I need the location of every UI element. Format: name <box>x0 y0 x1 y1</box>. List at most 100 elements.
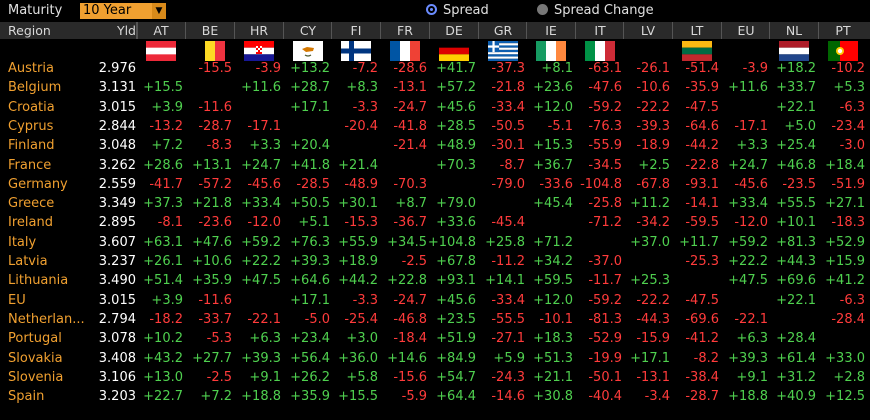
spread-cell-lv[interactable]: -26.1 <box>636 61 670 76</box>
chevron-down-icon[interactable]: ▼ <box>152 3 166 19</box>
region-name[interactable]: EU <box>8 292 26 308</box>
spread-cell-it[interactable]: -50.1 <box>588 369 622 385</box>
spread-cell-hr[interactable]: +59.2 <box>241 234 281 250</box>
spread-cell-fi[interactable]: -3.3 <box>352 99 378 115</box>
spread-cell-ie[interactable]: +12.0 <box>533 292 573 308</box>
spread-cell-lv[interactable]: -15.9 <box>636 331 670 347</box>
spread-cell-fr[interactable]: -2.5 <box>401 254 427 269</box>
spread-cell-eu[interactable]: +33.4 <box>728 196 768 212</box>
spread-cell-nl[interactable]: +61.4 <box>776 350 816 366</box>
spread-cell-at[interactable]: -41.7 <box>149 176 183 192</box>
spread-cell-fi[interactable]: -20.4 <box>344 118 378 134</box>
spread-cell-lt[interactable]: -44.2 <box>685 138 719 154</box>
spread-cell-lt[interactable]: -41.2 <box>685 331 719 347</box>
spread-cell-cy[interactable]: +17.1 <box>290 292 330 308</box>
spread-cell-cy[interactable]: +56.4 <box>290 350 330 366</box>
spread-cell-lv[interactable]: +37.0 <box>630 234 670 250</box>
column-header-lt[interactable]: LT <box>690 23 704 38</box>
spread-cell-ie[interactable]: +34.2 <box>533 254 573 269</box>
spread-cell-it[interactable]: -71.2 <box>588 215 622 231</box>
spread-cell-lt[interactable]: -47.5 <box>685 292 719 308</box>
spread-cell-cy[interactable]: -5.0 <box>304 311 330 327</box>
spread-cell-cy[interactable]: +64.6 <box>290 273 330 289</box>
spread-cell-de[interactable]: +57.2 <box>436 80 476 96</box>
spread-cell-fr[interactable]: -13.1 <box>393 80 427 96</box>
spread-cell-hr[interactable]: -3.9 <box>255 61 281 76</box>
spread-change-radio[interactable] <box>537 4 548 15</box>
spread-cell-lv[interactable]: -22.2 <box>636 292 670 308</box>
spread-cell-hr[interactable]: +22.2 <box>241 254 281 269</box>
spread-cell-fi[interactable]: +55.9 <box>338 234 378 250</box>
spread-cell-gr[interactable]: -37.3 <box>491 61 525 76</box>
spread-cell-ie[interactable]: +15.3 <box>533 138 573 154</box>
spread-cell-pt[interactable]: +12.5 <box>825 389 865 405</box>
spread-cell-pt[interactable]: -10.2 <box>831 61 865 76</box>
table-row[interactable]: Lithuania 3.490 +51.4 +35.9 +47.5 +64.6 +44.2 +… <box>0 273 870 292</box>
spread-cell-fi[interactable]: -3.3 <box>352 292 378 308</box>
spread-cell-be[interactable]: +21.8 <box>192 196 232 212</box>
spread-cell-be[interactable]: -33.7 <box>198 311 232 327</box>
spread-cell-de[interactable]: +54.7 <box>436 369 476 385</box>
spread-cell-ie[interactable]: -5.1 <box>547 118 573 134</box>
spread-cell-ie[interactable]: +71.2 <box>533 234 573 250</box>
spread-cell-cy[interactable]: +23.4 <box>290 331 330 347</box>
table-row[interactable]: EU 3.015 +3.9 -11.6 +17.1 -3.3 -24.7 +45.6 -33.4… <box>0 293 870 312</box>
spread-change-radio-label[interactable]: Spread Change <box>554 3 654 18</box>
spread-cell-be[interactable]: -8.3 <box>206 138 232 154</box>
spread-cell-fi[interactable]: -15.3 <box>344 215 378 231</box>
spread-cell-be[interactable]: +10.6 <box>192 254 232 269</box>
spread-cell-lt[interactable]: -35.9 <box>685 80 719 96</box>
spread-cell-lt[interactable]: -22.8 <box>685 157 719 173</box>
region-name[interactable]: Belgium <box>8 80 62 96</box>
region-name[interactable]: Cyprus <box>8 118 54 134</box>
spread-cell-lt[interactable]: -14.1 <box>685 196 719 212</box>
spread-cell-de[interactable]: +67.8 <box>436 254 476 269</box>
spread-cell-fr[interactable]: +8.7 <box>395 196 427 212</box>
spread-cell-eu[interactable]: -17.1 <box>734 118 768 134</box>
spread-cell-lv[interactable]: -10.6 <box>636 80 670 96</box>
spread-cell-fi[interactable]: +30.1 <box>338 196 378 212</box>
spread-cell-lv[interactable]: -18.9 <box>636 138 670 154</box>
table-row[interactable]: Austria 2.976 -15.5 -3.9 +13.2 -7.2 -28.6 +41.7… <box>0 61 870 80</box>
spread-cell-lv[interactable]: -13.1 <box>636 369 670 385</box>
spread-cell-it[interactable]: -34.5 <box>588 157 622 173</box>
region-name[interactable]: Croatia <box>8 99 55 115</box>
table-row[interactable]: Germany 2.559 -41.7 -57.2 -45.6 -28.5 -48.9 -70… <box>0 177 870 196</box>
spread-cell-lv[interactable]: -67.8 <box>636 176 670 192</box>
spread-cell-at[interactable]: -8.1 <box>157 215 183 231</box>
spread-cell-de[interactable]: +45.6 <box>436 292 476 308</box>
column-header-fi[interactable]: FI <box>350 23 362 38</box>
spread-cell-fr[interactable]: -28.6 <box>393 61 427 76</box>
column-header-ie[interactable]: IE <box>545 23 557 38</box>
table-row[interactable]: Finland 3.048 +7.2 -8.3 +3.3 +20.4 -21.4 +48.9-… <box>0 138 870 157</box>
region-name[interactable]: Slovenia <box>8 369 64 385</box>
column-header-nl[interactable]: NL <box>785 23 803 38</box>
spread-cell-pt[interactable]: -18.3 <box>831 215 865 231</box>
spread-cell-ie[interactable]: +23.6 <box>533 80 573 96</box>
spread-cell-hr[interactable]: +24.7 <box>241 157 281 173</box>
spread-cell-at[interactable]: +43.2 <box>143 350 183 366</box>
spread-cell-de[interactable]: +70.3 <box>436 157 476 173</box>
spread-cell-eu[interactable]: +59.2 <box>728 234 768 250</box>
spread-cell-de[interactable]: +64.4 <box>436 389 476 405</box>
spread-cell-at[interactable]: +3.9 <box>151 292 183 308</box>
column-header-cy[interactable]: CY <box>299 23 317 38</box>
spread-cell-it[interactable]: -63.1 <box>588 61 622 76</box>
table-row[interactable]: Netherlan... 2.794 -18.2 -33.7 -22.1 -5.0 -25.… <box>0 312 870 331</box>
table-row[interactable]: Cyprus 2.844 -13.2 -28.7 -17.1 -20.4 -41.8 +28.… <box>0 119 870 138</box>
spread-cell-at[interactable]: +37.3 <box>143 196 183 212</box>
spread-cell-it[interactable]: -25.8 <box>588 196 622 212</box>
table-row[interactable]: Spain 3.203 +22.7 +7.2 +18.8 +35.9 +15.5 -5.9 +6… <box>0 389 870 408</box>
spread-cell-be[interactable]: -15.5 <box>198 61 232 76</box>
spread-cell-pt[interactable]: +2.8 <box>833 369 865 385</box>
spread-cell-gr[interactable]: -11.2 <box>491 254 525 269</box>
region-name[interactable]: Spain <box>8 389 45 405</box>
region-name[interactable]: Lithuania <box>8 273 69 289</box>
spread-cell-fr[interactable]: -18.4 <box>393 331 427 347</box>
spread-cell-eu[interactable]: -3.9 <box>742 61 768 76</box>
spread-cell-gr[interactable]: -33.4 <box>491 292 525 308</box>
spread-cell-cy[interactable]: +17.1 <box>290 99 330 115</box>
spread-cell-lv[interactable]: -22.2 <box>636 99 670 115</box>
spread-cell-at[interactable]: +26.1 <box>143 254 183 269</box>
spread-cell-pt[interactable]: -6.3 <box>839 99 865 115</box>
